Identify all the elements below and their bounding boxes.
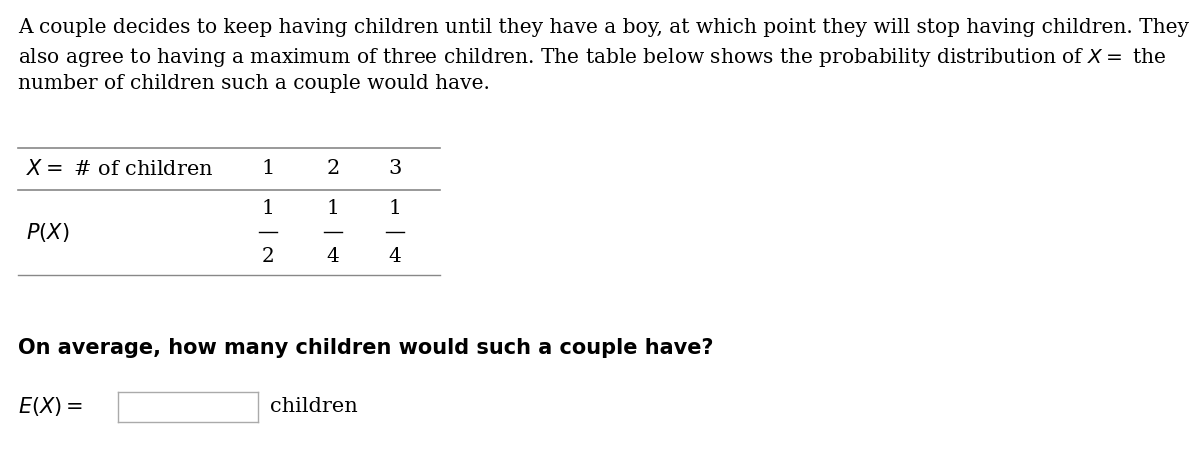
Text: $P(X)$: $P(X)$ <box>26 221 70 244</box>
Text: 1: 1 <box>389 200 402 219</box>
Text: number of children such a couple would have.: number of children such a couple would h… <box>18 74 490 93</box>
Text: 3: 3 <box>389 159 402 179</box>
Text: 1: 1 <box>262 159 275 179</box>
Text: A couple decides to keep having children until they have a boy, at which point t: A couple decides to keep having children… <box>18 18 1189 37</box>
Text: 2: 2 <box>262 246 275 265</box>
Text: $E(X) =$: $E(X) =$ <box>18 395 83 419</box>
Text: 1: 1 <box>262 200 275 219</box>
Text: also agree to having a maximum of three children. The table below shows the prob: also agree to having a maximum of three … <box>18 46 1166 69</box>
Text: $X = $ # of children: $X = $ # of children <box>26 159 214 179</box>
Text: 1: 1 <box>326 200 340 219</box>
Text: 2: 2 <box>326 159 340 179</box>
Text: children: children <box>270 398 358 417</box>
Text: 4: 4 <box>389 246 401 265</box>
Text: 4: 4 <box>326 246 340 265</box>
Text: On average, how many children would such a couple have?: On average, how many children would such… <box>18 338 714 358</box>
